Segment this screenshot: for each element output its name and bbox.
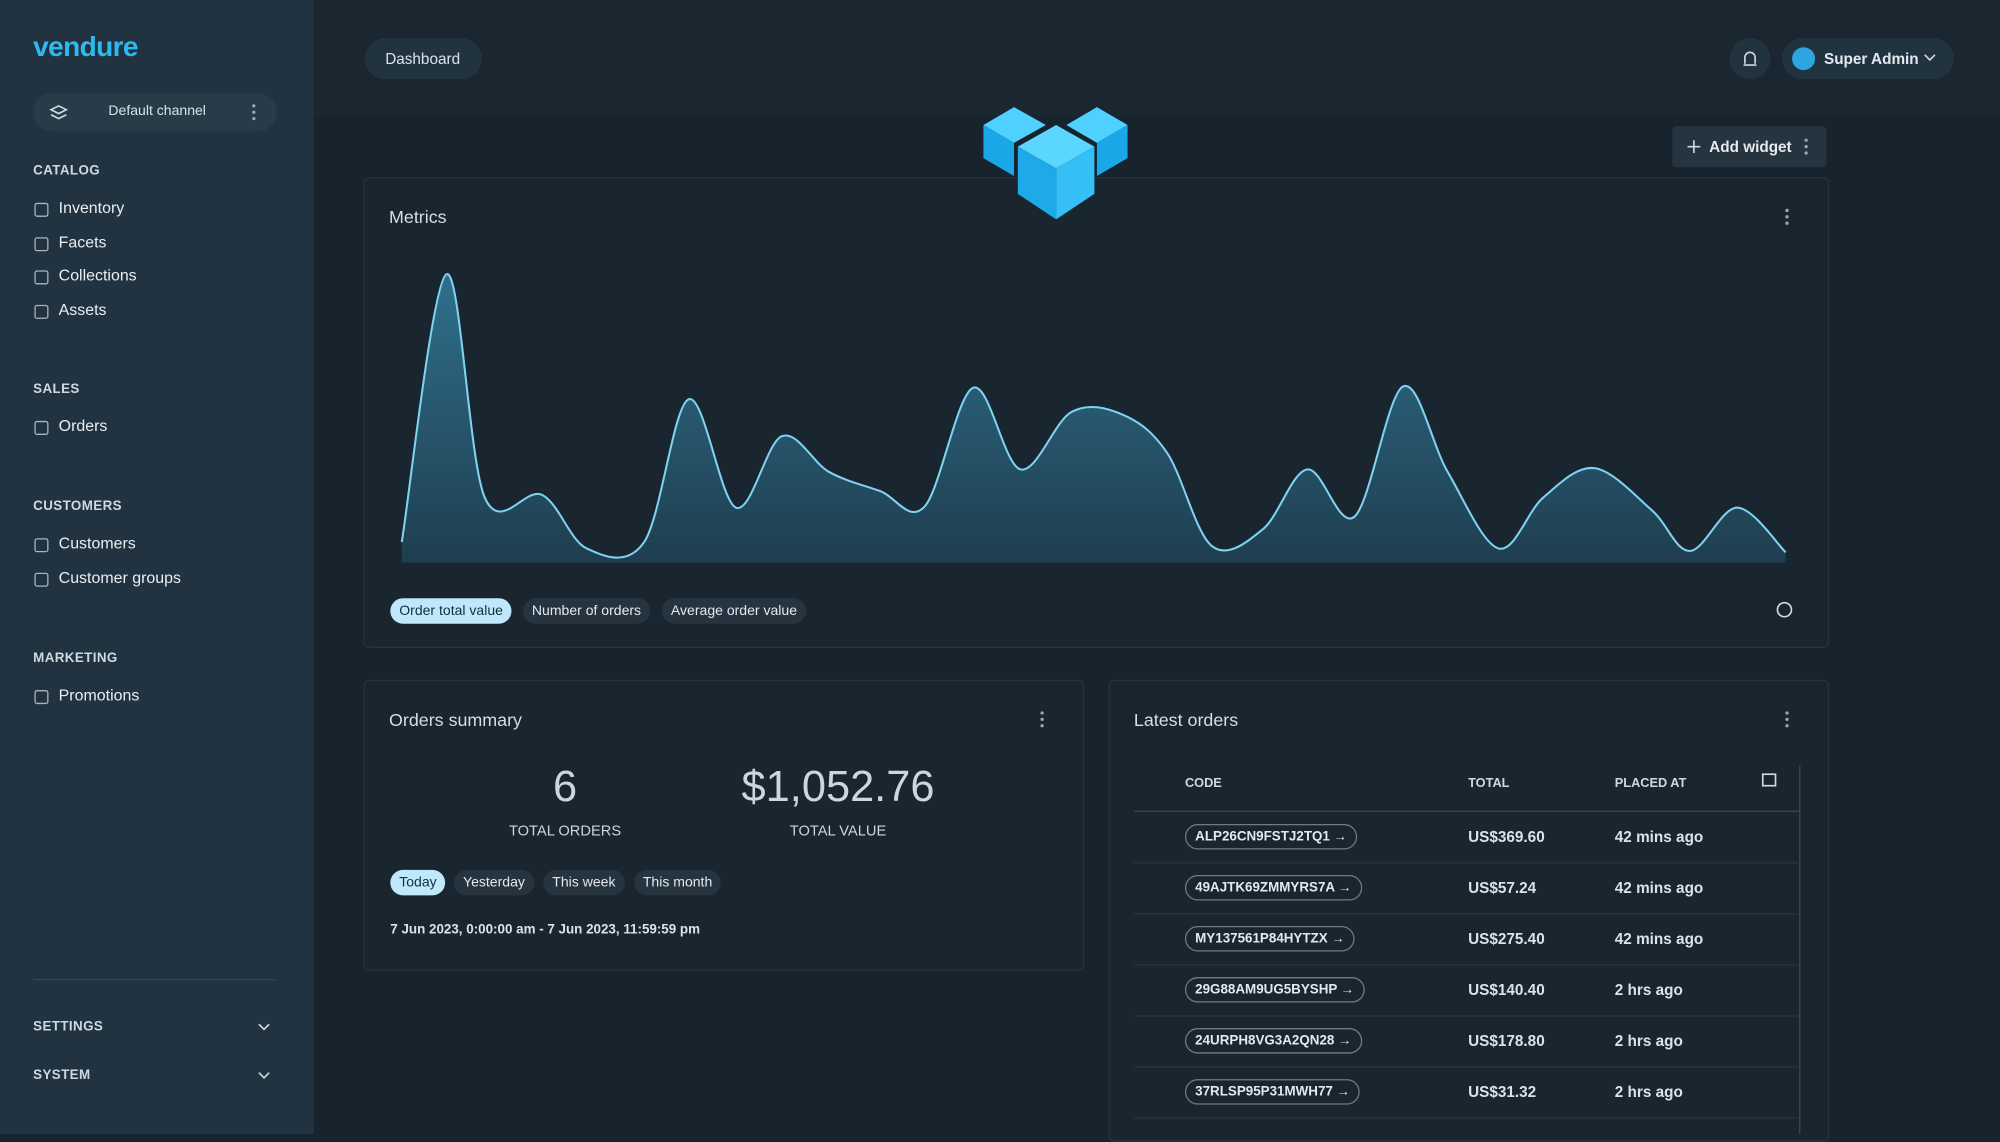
row-divider [1133, 1066, 1800, 1068]
nav-item[interactable]: Inventory [58, 198, 125, 217]
nav-section-title: MARKETING [33, 650, 118, 666]
order-total: US$178.80 [1468, 1031, 1545, 1050]
column-header: TOTAL [1468, 776, 1510, 791]
nav-item[interactable]: Assets [58, 300, 107, 319]
order-code[interactable]: MY137561P84HYTZX → [1184, 926, 1355, 952]
metric-tab[interactable]: Number of orders [522, 598, 650, 624]
user-avatar [1792, 47, 1816, 71]
row-divider [1133, 862, 1800, 864]
nav-item[interactable]: Customer groups [58, 568, 181, 587]
order-code[interactable]: ALP26CN9FSTJ2TQ1 → [1184, 823, 1358, 850]
order-placed-at: 42 mins ago [1614, 929, 1704, 948]
period-tab[interactable]: This week [543, 869, 625, 896]
top-bar [313, 0, 2000, 118]
total-orders: 6 [552, 762, 578, 812]
order-code[interactable]: 24URPH8VG3A2QN28 → [1184, 1028, 1362, 1054]
latest-orders-card [1108, 679, 1830, 1142]
nav-group-toggle[interactable]: SETTINGS [33, 1019, 104, 1035]
order-code[interactable]: 37RLSP95P31MWH77 → [1184, 1079, 1361, 1105]
icons [49, 51, 1936, 1079]
date-range: 7 Jun 2023, 0:00:00 am - 7 Jun 2023, 11:… [390, 922, 701, 938]
period-tab[interactable]: This month [633, 869, 722, 896]
nav-icon [34, 572, 49, 587]
user-menu[interactable] [1781, 38, 1955, 80]
period-tab[interactable]: Today [390, 869, 446, 896]
column-header: CODE [1184, 776, 1222, 791]
order-placed-at: 2 hrs ago [1614, 1031, 1683, 1050]
order-placed-at: 42 mins ago [1614, 878, 1704, 897]
nav-icon [34, 420, 49, 435]
row-divider [1133, 913, 1800, 915]
order-code[interactable]: 49AJTK69ZMMYRS7A → [1184, 874, 1362, 901]
column-header: PLACED AT [1614, 776, 1687, 791]
nav-item[interactable]: Customers [58, 534, 136, 553]
notifications-button[interactable] [1729, 38, 1771, 80]
user-name[interactable]: Super Admin [1823, 49, 1919, 68]
row-divider [1133, 1117, 1800, 1119]
order-total: US$140.40 [1468, 980, 1545, 999]
order-placed-at: 2 hrs ago [1614, 1082, 1683, 1101]
channel-switcher[interactable] [33, 93, 277, 132]
card-title: Orders summary [389, 709, 522, 730]
kebab-icons [252, 104, 1808, 728]
metric-tab[interactable]: Order total value [390, 598, 512, 624]
nav-item[interactable]: Promotions [58, 686, 140, 705]
order-total: US$57.24 [1468, 878, 1537, 897]
order-code[interactable]: 29G88AM9UG5BYSHP → [1184, 977, 1365, 1003]
nav-icon [34, 538, 49, 553]
total-orders-label: TOTAL ORDERS [508, 823, 622, 840]
nav-icon [34, 690, 49, 705]
order-placed-at: 2 hrs ago [1614, 980, 1683, 999]
nav-item[interactable]: Collections [58, 266, 137, 285]
orders-summary-card [363, 679, 1085, 971]
row-divider [1133, 1015, 1800, 1017]
total-value-label: TOTAL VALUE [789, 823, 887, 840]
breadcrumb: Dashboard [385, 49, 461, 68]
logo [983, 107, 1128, 220]
period-tab[interactable]: Yesterday [454, 869, 534, 896]
nav-icon [34, 202, 49, 217]
order-total: US$369.60 [1468, 827, 1545, 846]
nav-section-title: SALES [33, 381, 80, 397]
add-widget-button[interactable] [1672, 126, 1827, 168]
add-widget-label[interactable]: Add widget [1709, 137, 1792, 156]
card-title: Metrics [389, 206, 447, 228]
sidebar [0, 0, 314, 1134]
card-title: Latest orders [1133, 709, 1239, 730]
row-divider [1133, 964, 1800, 966]
brand-logo[interactable]: vendure [33, 30, 138, 63]
nav-icon [34, 236, 49, 251]
metric-tab[interactable]: Average order value [661, 598, 806, 624]
order-placed-at: 42 mins ago [1614, 827, 1704, 846]
metrics-line [400, 273, 1787, 559]
breadcrumb-pill [364, 38, 483, 80]
channel-name[interactable]: Default channel [108, 103, 206, 119]
nav-section-title: CUSTOMERS [33, 498, 122, 515]
order-total: US$31.32 [1468, 1082, 1537, 1101]
nav-section-title: CATALOG [33, 163, 101, 179]
nav-item[interactable]: Orders [58, 417, 108, 435]
nav-item[interactable]: Facets [58, 232, 107, 251]
order-total: US$275.40 [1468, 929, 1545, 948]
nav-icon [34, 270, 49, 285]
metrics-area [401, 274, 1786, 563]
nav-icon [34, 304, 49, 319]
nav-group-toggle[interactable]: SYSTEM [33, 1067, 91, 1083]
total-value: $1,052.76 [741, 762, 935, 812]
